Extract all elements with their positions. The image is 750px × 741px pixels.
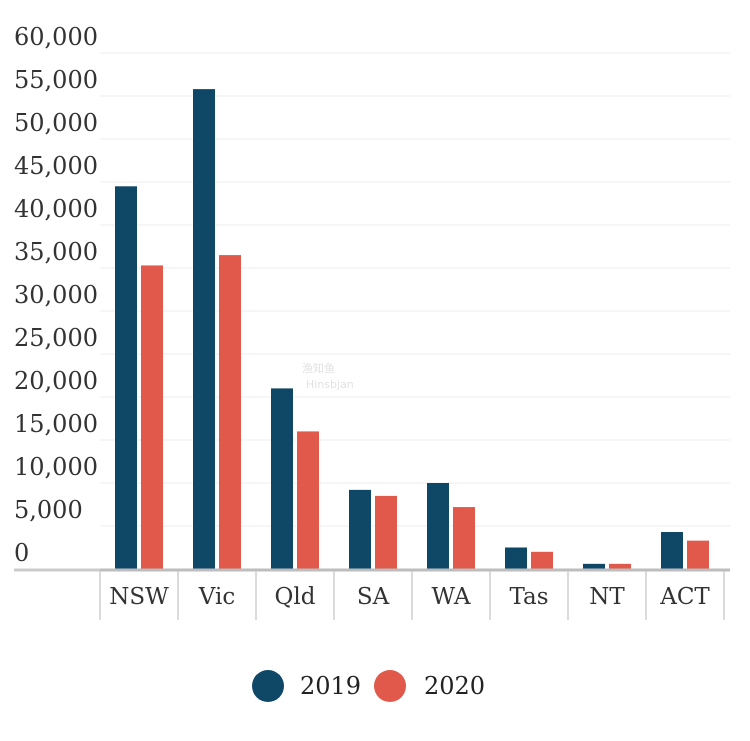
bar-wa-2019 xyxy=(427,483,449,569)
bar-act-2020 xyxy=(687,540,709,569)
y-tick-label: 20,000 xyxy=(14,367,98,395)
y-tick-label: 5,000 xyxy=(14,496,83,524)
bar-vic-2019 xyxy=(193,89,215,570)
bar-vic-2020 xyxy=(219,255,241,569)
x-tick-label: NT xyxy=(589,584,625,610)
bar-qld-2020 xyxy=(297,431,319,569)
y-tick-label: 50,000 xyxy=(14,109,98,137)
x-tick-label: SA xyxy=(357,584,390,610)
bar-sa-2019 xyxy=(349,489,371,569)
bar-tas-2019 xyxy=(505,547,527,569)
bar-sa-2020 xyxy=(375,495,397,569)
bars xyxy=(115,89,709,570)
x-tick-label: NSW xyxy=(109,584,169,610)
x-tick-label: ACT xyxy=(659,584,710,610)
x-axis: NSW Vic Qld SA WA Tas NT ACT xyxy=(14,568,730,620)
legend-swatch-2020 xyxy=(374,670,406,702)
x-tick-label: Vic xyxy=(198,584,235,610)
y-tick-label: 60,000 xyxy=(14,23,98,51)
y-tick-label: 35,000 xyxy=(14,238,98,266)
bar-wa-2020 xyxy=(453,507,475,569)
y-tick-label: 25,000 xyxy=(14,324,98,352)
y-axis-ticks: 0 5,000 10,000 15,000 20,000 25,000 30,000 35,0… xyxy=(14,23,98,567)
legend-label-2020: 2020 xyxy=(424,672,485,700)
y-tick-label: 30,000 xyxy=(14,281,98,309)
bar-nt-2019 xyxy=(583,563,605,569)
bar-act-2019 xyxy=(661,532,683,569)
bar-qld-2019 xyxy=(271,388,293,569)
x-tick-label: Qld xyxy=(275,584,316,610)
bar-nt-2020 xyxy=(609,563,631,569)
y-tick-label: 15,000 xyxy=(14,410,98,438)
legend-label-2019: 2019 xyxy=(300,672,361,700)
bar-nsw-2020 xyxy=(141,265,163,569)
x-tick-label: Tas xyxy=(509,584,548,610)
legend: 2019 2020 xyxy=(252,670,485,702)
watermark-line1: 渔知鱼 xyxy=(302,361,335,375)
legend-swatch-2019 xyxy=(252,670,284,702)
y-tick-label: 55,000 xyxy=(14,66,98,94)
watermark: 渔知鱼 Hinsbjan xyxy=(302,361,354,391)
bar-nsw-2019 xyxy=(115,186,137,570)
y-tick-label: 45,000 xyxy=(14,152,98,180)
bar-tas-2020 xyxy=(531,551,553,569)
y-tick-label: 0 xyxy=(14,539,29,567)
x-tick-label: WA xyxy=(431,584,470,610)
y-tick-label: 40,000 xyxy=(14,195,98,223)
y-tick-label: 10,000 xyxy=(14,453,98,481)
watermark-line2: Hinsbjan xyxy=(306,378,354,391)
